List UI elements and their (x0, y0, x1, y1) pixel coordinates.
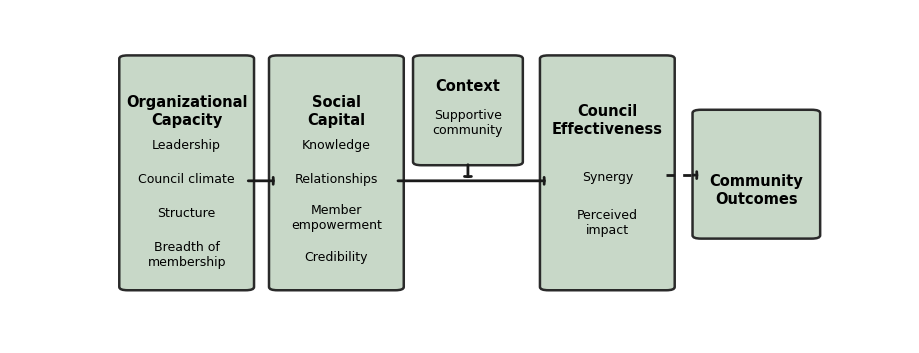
Text: Knowledge: Knowledge (301, 139, 370, 152)
FancyBboxPatch shape (268, 55, 403, 290)
Text: Social
Capital: Social Capital (307, 95, 365, 127)
Text: Community
Outcomes: Community Outcomes (709, 174, 802, 207)
Text: Context: Context (435, 79, 500, 94)
Text: Synergy: Synergy (581, 171, 632, 184)
Text: Member
empowerment: Member empowerment (290, 204, 381, 233)
FancyBboxPatch shape (119, 55, 254, 290)
Text: Supportive
community: Supportive community (432, 109, 503, 137)
Text: Credibility: Credibility (304, 251, 368, 264)
Text: Structure: Structure (157, 208, 216, 220)
FancyBboxPatch shape (413, 55, 522, 165)
FancyBboxPatch shape (692, 110, 819, 239)
Text: Relationships: Relationships (294, 173, 378, 186)
Text: Leadership: Leadership (152, 139, 221, 152)
Text: Breadth of
membership: Breadth of membership (147, 241, 226, 269)
Text: Perceived
impact: Perceived impact (576, 209, 637, 237)
Text: Council
Effectiveness: Council Effectiveness (551, 104, 662, 137)
Text: Organizational
Capacity: Organizational Capacity (126, 95, 247, 127)
Text: Council climate: Council climate (138, 173, 234, 186)
FancyBboxPatch shape (539, 55, 674, 290)
